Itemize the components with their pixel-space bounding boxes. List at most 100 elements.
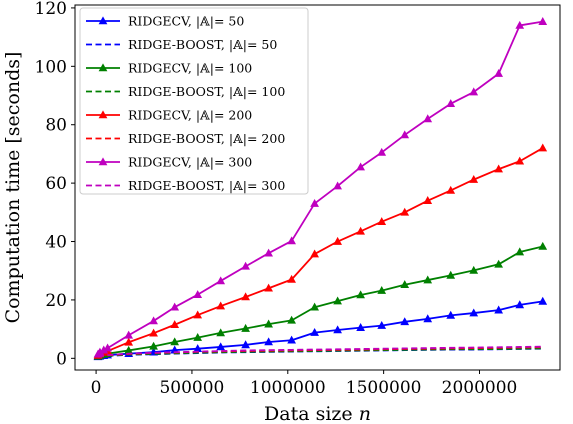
data-point [515, 247, 525, 256]
legend-label: RIDGECV, |𝔸|= 50 [128, 14, 244, 29]
data-point [287, 315, 296, 324]
legend-marker [98, 157, 108, 166]
data-point [446, 270, 456, 279]
data-point [170, 337, 180, 346]
data-point [538, 241, 548, 250]
data-point [446, 99, 456, 108]
data-point [356, 323, 366, 331]
data-point [310, 302, 319, 311]
data-point [95, 347, 105, 356]
legend-entry-6: RIDGECV, |𝔸|= 300 [86, 155, 252, 170]
x-axis-label: Data size n [264, 403, 371, 424]
data-point [494, 259, 504, 268]
data-point [216, 276, 226, 285]
data-point [494, 69, 504, 77]
data-point [264, 319, 273, 328]
data-point [287, 236, 296, 245]
data-point [377, 285, 387, 294]
data-point [515, 156, 525, 165]
series-line-2 [97, 245, 543, 358]
legend-label: RIDGECV, |𝔸|= 200 [128, 108, 252, 123]
y-tick-label: 40 [45, 233, 67, 253]
legend-entry-4: RIDGECV, |𝔸|= 200 [86, 108, 252, 123]
y-tick-label: 100 [35, 57, 67, 77]
data-point [469, 308, 479, 317]
data-point [400, 280, 410, 289]
data-point [241, 323, 250, 332]
data-point [333, 296, 342, 305]
data-point [446, 185, 456, 194]
data-point [310, 249, 319, 258]
legend-marker [98, 16, 108, 25]
data-point [515, 300, 525, 309]
data-point [149, 341, 158, 350]
legend-entry-0: RIDGECV, |𝔸|= 50 [86, 14, 244, 29]
data-point [193, 332, 203, 341]
data-point [287, 335, 296, 344]
y-tick-label: 0 [56, 349, 67, 369]
data-point [333, 325, 342, 334]
series-line-7 [97, 345, 543, 358]
series-2 [93, 241, 548, 360]
legend-label: RIDGECV, |𝔸|= 300 [128, 155, 252, 170]
legend-label: RIDGECV, |𝔸|= 100 [128, 61, 252, 76]
legend: RIDGECV, |𝔸|= 50 RIDGE-BOOST, |𝔸|= 50 RIDG… [79, 7, 309, 195]
legend-entry-7: RIDGE-BOOST, |𝔸|= 300 [86, 178, 285, 193]
x-tick-label: 0 [91, 378, 102, 398]
data-point [469, 87, 479, 96]
series-7 [97, 345, 543, 358]
data-point [193, 290, 203, 298]
legend-entry-2: RIDGECV, |𝔸|= 100 [86, 61, 252, 76]
plot-frame [74, 4, 561, 371]
data-point [241, 292, 250, 301]
data-point [333, 236, 342, 245]
data-point [538, 17, 548, 25]
data-point [515, 20, 525, 29]
data-point [149, 316, 158, 325]
data-point [538, 143, 548, 152]
x-tick-label: 500000 [159, 378, 224, 398]
data-point [149, 328, 158, 337]
legend-label: RIDGE-BOOST, |𝔸|= 100 [128, 84, 285, 99]
y-tick-label: 60 [45, 174, 67, 194]
data-point [356, 226, 366, 235]
y-tick-label: 120 [35, 0, 67, 19]
x-tick-label: 1000000 [250, 378, 326, 398]
data-point [264, 283, 273, 292]
data-point [310, 328, 319, 336]
data-point [170, 302, 180, 311]
data-point [216, 328, 226, 337]
data-point [356, 290, 366, 299]
data-point [241, 340, 250, 349]
y-axis-label: Computation time [seconds] [2, 52, 24, 324]
data-point [538, 296, 548, 305]
data-point [264, 248, 273, 257]
data-point [400, 130, 410, 139]
axes: 0 500000 1000000 1500000 2000000 0 20 40 60 80 100… [35, 0, 561, 398]
data-point [377, 321, 387, 329]
data-point [494, 164, 504, 173]
x-tick-label: 2000000 [442, 378, 518, 398]
data-point [99, 345, 109, 354]
legend-marker [98, 63, 108, 72]
legend-label: RIDGE-BOOST, |𝔸|= 200 [128, 131, 285, 146]
data-point [241, 261, 250, 270]
data-point [400, 317, 410, 326]
series-layer [93, 17, 548, 361]
legend-entry-1: RIDGE-BOOST, |𝔸|= 50 [86, 37, 277, 52]
series-6 [93, 17, 548, 358]
legend-entry-5: RIDGE-BOOST, |𝔸|= 200 [86, 131, 285, 146]
data-point [103, 343, 112, 352]
data-point [124, 337, 134, 346]
data-point [494, 305, 504, 314]
data-point [287, 274, 296, 283]
data-point [216, 301, 226, 310]
data-point [170, 320, 180, 329]
x-tick-label: 1500000 [346, 378, 422, 398]
y-tick-label: 20 [45, 291, 67, 311]
data-point [423, 196, 433, 204]
data-point [377, 147, 387, 156]
data-point [423, 114, 433, 123]
legend-marker [98, 110, 108, 119]
